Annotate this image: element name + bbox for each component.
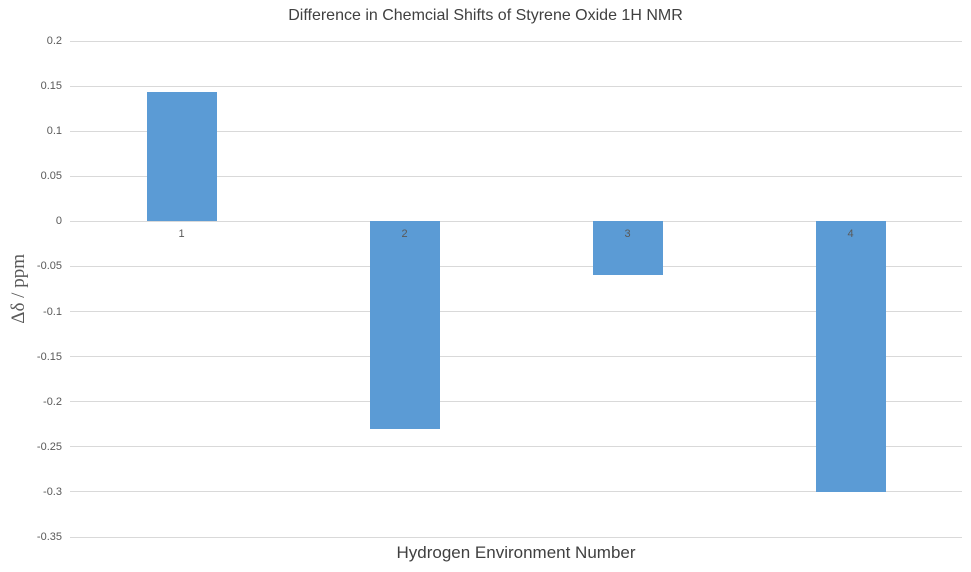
y-axis-ticks: 0.2 0.15 0.1 0.05 0 -0.05 -0.1 -0.15 -0.2 -0.25 -0… bbox=[0, 35, 70, 543]
y-tick-label: -0.3 bbox=[43, 485, 62, 498]
gridline bbox=[70, 265, 962, 267]
gridline bbox=[70, 40, 962, 42]
plot-area: 1 2 3 4 bbox=[70, 40, 962, 538]
bar-category-2 bbox=[369, 221, 440, 429]
y-tick-label: 0.15 bbox=[40, 80, 62, 93]
gridline bbox=[70, 536, 962, 538]
category-label: 4 bbox=[847, 228, 854, 241]
x-axis-title: Hydrogen Environment Number bbox=[396, 543, 636, 562]
category-label: 3 bbox=[624, 228, 631, 241]
y-tick-label: 0 bbox=[55, 215, 62, 228]
y-tick-label: 0.05 bbox=[40, 170, 62, 183]
bar-category-3 bbox=[592, 221, 663, 276]
y-tick-label: 0.2 bbox=[46, 35, 62, 47]
bar-category-1 bbox=[146, 91, 217, 222]
gridline bbox=[70, 130, 962, 132]
gridline bbox=[70, 85, 962, 87]
gridline bbox=[70, 356, 962, 358]
gridline bbox=[70, 220, 962, 222]
category-label: 2 bbox=[401, 228, 408, 241]
gridline bbox=[70, 401, 962, 403]
y-tick-label: -0.05 bbox=[36, 260, 62, 273]
y-tick-label: 0.1 bbox=[46, 125, 62, 138]
gridline bbox=[70, 175, 962, 177]
category-label: 1 bbox=[178, 228, 185, 241]
y-tick-label: -0.35 bbox=[36, 531, 62, 543]
y-tick-label: -0.25 bbox=[36, 440, 62, 453]
gridline bbox=[70, 446, 962, 448]
gridline bbox=[70, 491, 962, 493]
bar-category-4 bbox=[815, 221, 886, 492]
gridline bbox=[70, 311, 962, 313]
y-tick-label: -0.15 bbox=[36, 350, 62, 363]
y-tick-label: -0.2 bbox=[43, 395, 62, 408]
chart-title: Difference in Chemcial Shifts of Styrene… bbox=[288, 7, 683, 24]
y-tick-label: -0.1 bbox=[43, 305, 62, 318]
